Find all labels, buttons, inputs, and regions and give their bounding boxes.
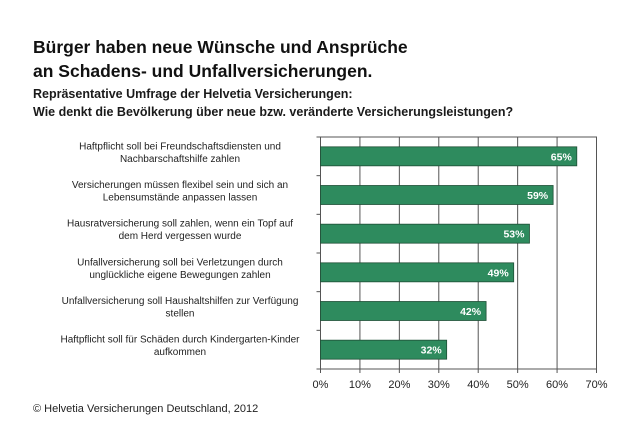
bar xyxy=(320,223,530,244)
bar xyxy=(320,262,515,283)
x-tick-label: 0% xyxy=(313,379,329,391)
x-tick-label: 40% xyxy=(467,379,489,391)
category-label: Haftpflicht soll bei Freundschaftsdienst… xyxy=(79,141,281,152)
bar-data-label: 53% xyxy=(503,229,525,241)
chart-title-line-2: an Schadens- und Unfallversicherungen. xyxy=(33,61,373,81)
bar-data-label: 59% xyxy=(527,190,549,202)
plot-area-border xyxy=(320,136,597,370)
category-label: stellen xyxy=(166,309,195,320)
x-tick-label: 50% xyxy=(507,379,529,391)
bar xyxy=(320,146,578,167)
category-label: Unfallversicherung soll Haushaltshilfen … xyxy=(62,296,299,307)
copyright-footer: © Helvetia Versicherungen Deutschland, 2… xyxy=(33,403,259,415)
category-label: unglückliche eigene Bewegungen zahlen xyxy=(89,270,270,281)
category-label: Nachbarschaftshilfe zahlen xyxy=(120,154,240,165)
category-label: Unfallversicherung soll bei Verletzungen… xyxy=(77,257,283,268)
bar xyxy=(320,185,554,205)
category-label: Lebensumstände anpassen lassen xyxy=(103,193,258,204)
x-tick-label: 70% xyxy=(585,379,607,391)
category-label: Haftpflicht soll für Schäden durch Kinde… xyxy=(60,335,300,346)
bar-data-label: 42% xyxy=(460,306,482,318)
x-tick-label: 10% xyxy=(349,379,371,391)
chart-title-line-1: Bürger haben neue Wünsche und Ansprüche xyxy=(33,37,408,57)
bar xyxy=(320,301,487,321)
x-tick-label: 60% xyxy=(546,379,568,391)
bar-data-label: 32% xyxy=(421,345,443,357)
category-label: Hausratversicherung soll zahlen, wenn ei… xyxy=(67,219,293,230)
bar-data-label: 65% xyxy=(551,151,573,163)
category-label: dem Herd vergessen wurde xyxy=(119,231,242,242)
x-tick-label: 20% xyxy=(388,379,410,391)
chart-title: Bürger haben neue Wünsche und Ansprüche … xyxy=(33,35,408,83)
category-label: aufkommen xyxy=(154,347,206,358)
bar xyxy=(320,339,448,360)
x-tick-label: 30% xyxy=(428,379,450,391)
bar-data-label: 49% xyxy=(488,267,510,279)
category-label: Versicherungen müssen flexibel sein und … xyxy=(72,180,288,191)
chart-subtitle-line-2: Wie denkt die Bevölkerung über neue bzw.… xyxy=(33,105,514,119)
chart-subtitle-line-1: Repräsentative Umfrage der Helvetia Vers… xyxy=(33,87,353,101)
chart-subtitle: Repräsentative Umfrage der Helvetia Vers… xyxy=(33,85,513,121)
